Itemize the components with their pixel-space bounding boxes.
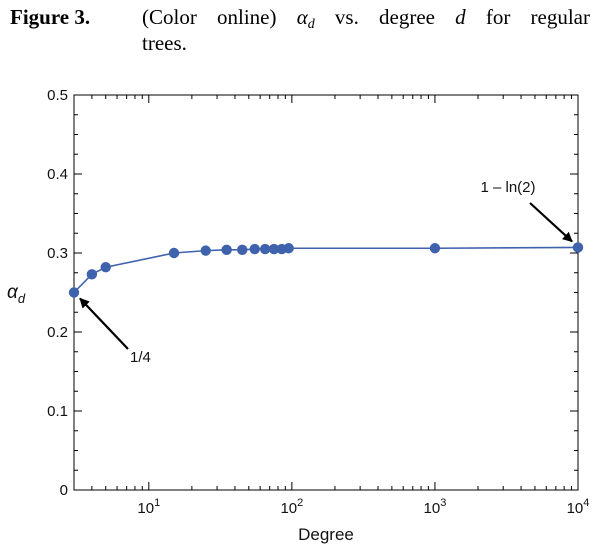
- caption-alpha-symbol: α: [296, 5, 308, 29]
- data-point: [68, 287, 80, 298]
- data-point: [200, 245, 211, 256]
- y-axis-label-subscript: d: [18, 291, 26, 306]
- data-point: [237, 244, 248, 256]
- annotation-arrow-quarter: [79, 297, 129, 350]
- data-point: [268, 243, 280, 255]
- caption-line-2: trees.: [142, 31, 187, 55]
- x-tick-label: 103: [424, 497, 447, 517]
- y-tick-label: 0.4: [47, 166, 68, 183]
- annotation-layer: 1/4 1 – ln(2): [79, 179, 573, 366]
- x-axis-label: Degree: [298, 525, 354, 544]
- x-tick-label-exponent: 4: [583, 497, 589, 509]
- plot-frame: [73, 94, 579, 491]
- series-layer: [68, 242, 584, 298]
- data-point: [100, 262, 111, 273]
- x-tick-label: 102: [280, 497, 303, 517]
- data-point: [283, 243, 294, 254]
- annotation-label-ln2: 1 – ln(2): [480, 179, 535, 196]
- x-axis: 101 102 103 104: [91, 95, 590, 517]
- y-tick-label: 0.2: [47, 324, 68, 341]
- figure-caption-text: (Color online) αd vs. degree d for regul…: [142, 4, 590, 56]
- x-tick-label-exponent: 2: [297, 497, 303, 509]
- y-tick-label: 0: [60, 482, 68, 499]
- x-tick-label-exponent: 3: [440, 497, 446, 509]
- caption-text-part1: (Color online): [142, 5, 297, 29]
- x-tick-label: 101: [137, 497, 160, 517]
- y-tick-label: 0.5: [47, 87, 68, 104]
- caption-text-part3: for regular: [465, 5, 590, 29]
- data-point: [249, 243, 260, 255]
- x-tick-label-base: 10: [137, 500, 154, 517]
- series-line: [73, 246, 579, 294]
- data-point: [168, 247, 180, 259]
- data-point: [572, 242, 584, 253]
- data-point: [86, 269, 98, 280]
- figure-label: Figure 3.: [10, 5, 91, 29]
- x-tick-label-base: 10: [280, 500, 297, 517]
- y-axis-label-symbol: α: [7, 282, 19, 303]
- data-point: [221, 244, 232, 256]
- annotation-label-quarter: 1/4: [130, 349, 151, 366]
- x-tick-label-base: 10: [424, 500, 441, 517]
- caption-d-symbol: d: [455, 5, 466, 29]
- data-point: [429, 243, 441, 254]
- caption-line-1: (Color online) αd vs. degree d for regul…: [142, 4, 590, 32]
- y-axis: 0 0.1 0.2 0.3 0.4 0.5: [47, 87, 578, 499]
- plot-border: [73, 94, 579, 491]
- x-tick-label-base: 10: [567, 500, 584, 517]
- data-point: [259, 243, 271, 255]
- x-tick-label-exponent: 1: [154, 497, 160, 509]
- y-axis-label: αd: [7, 282, 26, 306]
- y-tick-label: 0.1: [47, 403, 68, 420]
- annotation-arrow-ln2: [529, 202, 573, 243]
- caption-alpha-subscript: d: [307, 17, 315, 32]
- caption-text-part2: vs. degree: [314, 5, 456, 29]
- y-tick-label: 0.3: [47, 245, 68, 262]
- x-tick-label: 104: [567, 497, 590, 517]
